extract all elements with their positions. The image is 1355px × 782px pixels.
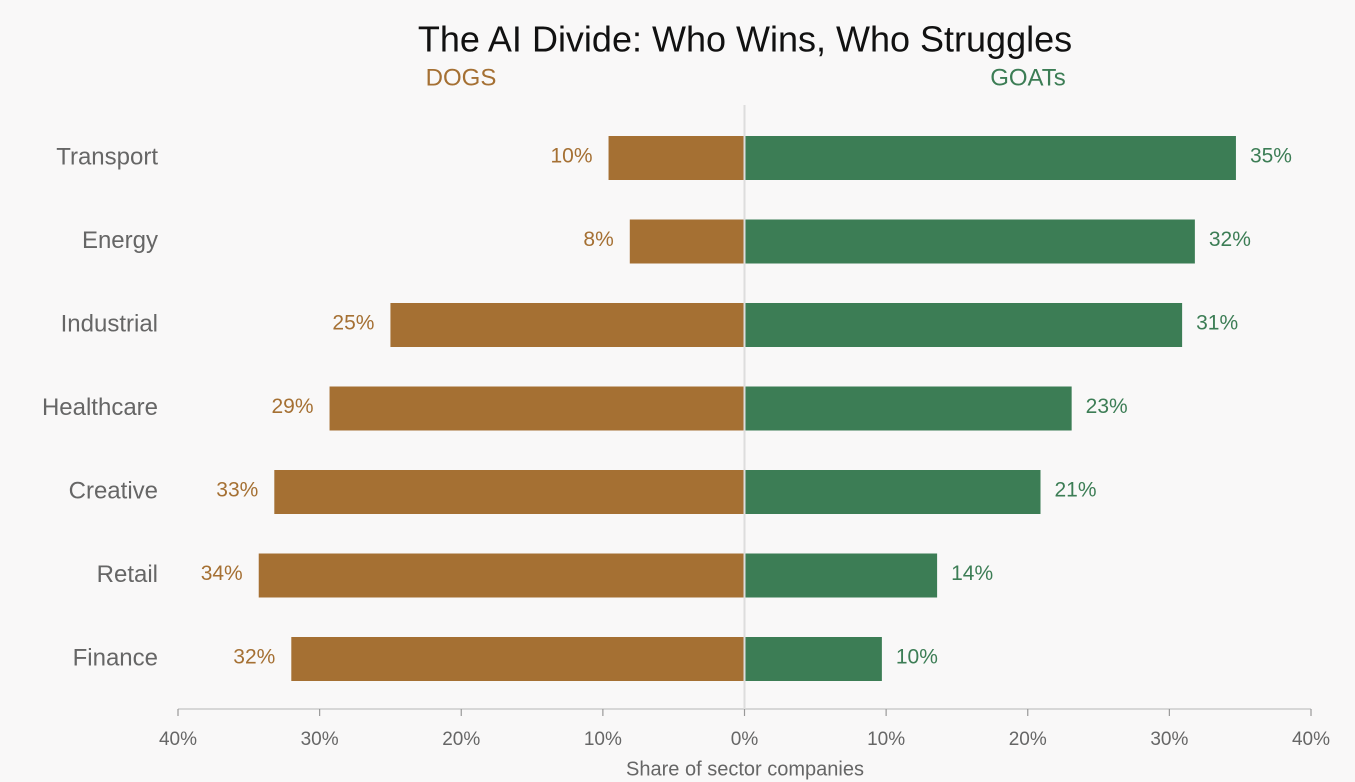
category-label: Energy <box>82 227 158 254</box>
bar <box>744 470 1041 514</box>
bar <box>744 637 882 681</box>
bar <box>744 303 1183 347</box>
x-axis-label: Share of sector companies <box>626 758 864 780</box>
value-label: 35% <box>1250 145 1292 168</box>
chart-title: The AI Divide: Who Wins, Who Struggles <box>418 19 1072 60</box>
bar <box>629 219 745 264</box>
bar <box>744 219 1195 264</box>
bar <box>608 136 745 180</box>
value-label: 8% <box>583 228 613 251</box>
category-label: Healthcare <box>42 394 158 421</box>
bar <box>744 386 1072 431</box>
bar <box>274 470 745 514</box>
category-label: Finance <box>73 644 158 671</box>
x-tick-label: 20% <box>1009 729 1047 750</box>
x-tick-label: 20% <box>442 729 480 750</box>
bar <box>329 386 745 431</box>
category-label: Transport <box>56 143 158 170</box>
value-label: 21% <box>1054 479 1096 502</box>
bar <box>744 553 938 598</box>
value-label: 31% <box>1196 312 1238 335</box>
value-label: 32% <box>233 646 275 669</box>
bar <box>258 553 745 598</box>
x-tick-label: 40% <box>159 729 197 750</box>
x-tick-label: 10% <box>584 729 622 750</box>
value-label: 25% <box>332 312 374 335</box>
category-label: Industrial <box>61 310 158 337</box>
category-label: Retail <box>97 561 158 588</box>
value-label: 33% <box>216 479 258 502</box>
x-tick-label: 40% <box>1292 729 1330 750</box>
series-label: DOGS <box>426 64 497 91</box>
x-tick-label: 30% <box>1150 729 1188 750</box>
category-label: Creative <box>69 477 158 504</box>
value-label: 29% <box>272 395 314 418</box>
value-label: 10% <box>896 646 938 669</box>
x-tick-label: 0% <box>731 729 759 750</box>
bar <box>744 136 1236 180</box>
bar <box>291 637 745 681</box>
value-label: 14% <box>951 562 993 585</box>
value-label: 34% <box>201 562 243 585</box>
x-tick-label: 10% <box>867 729 905 750</box>
value-label: 32% <box>1209 228 1251 251</box>
value-label: 10% <box>551 145 593 168</box>
series-label: GOATs <box>990 64 1066 91</box>
value-label: 23% <box>1086 395 1128 418</box>
bar <box>390 303 745 347</box>
x-tick-label: 30% <box>301 729 339 750</box>
